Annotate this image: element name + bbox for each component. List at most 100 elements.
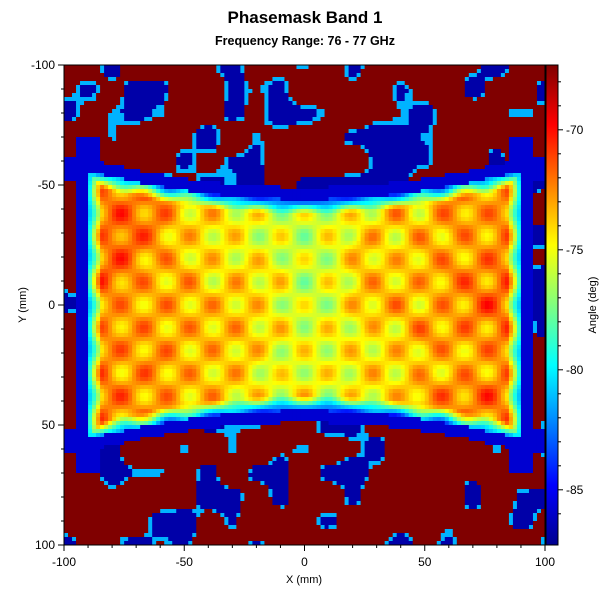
heatmap-cell — [476, 93, 482, 98]
heatmap-cell — [468, 209, 474, 214]
heatmap-cell — [300, 81, 306, 86]
heatmap-cell — [284, 161, 290, 166]
heatmap-cell — [344, 189, 350, 194]
heatmap-cell — [480, 137, 486, 142]
heatmap-cell — [512, 201, 518, 206]
heatmap-cell — [220, 81, 225, 86]
heatmap-cell — [264, 217, 270, 222]
heatmap-cell — [204, 165, 209, 170]
heatmap-cell — [136, 181, 141, 186]
heatmap-cell — [472, 97, 478, 102]
heatmap-cell — [480, 153, 486, 158]
heatmap-cell — [128, 93, 133, 98]
heatmap-cell — [356, 105, 362, 110]
heatmap-cell — [160, 149, 165, 154]
heatmap-cell — [244, 141, 249, 146]
heatmap-cell — [456, 113, 462, 118]
heatmap-cell — [364, 213, 370, 218]
heatmap-cell — [348, 81, 354, 86]
heatmap-cell — [184, 97, 189, 102]
heatmap-cell — [328, 73, 334, 78]
heatmap-cell — [316, 73, 322, 78]
heatmap-cell — [324, 213, 330, 218]
heatmap-cell — [516, 213, 522, 218]
heatmap-cell — [112, 213, 117, 218]
heatmap-cell — [96, 145, 101, 150]
heatmap-cell — [240, 141, 245, 146]
heatmap-cell — [72, 85, 77, 90]
heatmap-cell — [372, 117, 378, 122]
heatmap-cell — [460, 141, 466, 146]
heatmap-cell — [212, 177, 217, 182]
heatmap-cell — [212, 113, 217, 118]
heatmap-cell — [172, 109, 177, 114]
heatmap-cell — [312, 141, 318, 146]
heatmap-cell — [360, 77, 366, 82]
heatmap-cell — [180, 117, 185, 122]
heatmap-cell — [356, 173, 362, 178]
heatmap-cell — [280, 113, 286, 118]
heatmap-cell — [164, 169, 169, 174]
heatmap-cell — [524, 157, 530, 162]
heatmap-cell — [340, 145, 346, 150]
heatmap-cell — [188, 197, 193, 202]
heatmap-cell — [372, 85, 378, 90]
heatmap-cell — [436, 93, 442, 98]
heatmap-cell — [228, 193, 233, 198]
heatmap-cell — [336, 113, 342, 118]
heatmap-cell — [204, 213, 209, 218]
heatmap-cell — [448, 161, 454, 166]
heatmap-cell — [296, 73, 302, 78]
heatmap-cell — [416, 213, 422, 218]
heatmap-cell — [252, 129, 257, 134]
heatmap-cell — [276, 213, 282, 218]
heatmap-cell — [144, 161, 149, 166]
heatmap-cell — [448, 213, 454, 218]
heatmap-cell — [532, 89, 538, 94]
heatmap-cell — [396, 173, 402, 178]
heatmap-cell — [196, 169, 201, 174]
heatmap-cell — [280, 205, 286, 210]
heatmap-cell — [392, 169, 398, 174]
heatmap-cell — [308, 69, 314, 74]
heatmap-cell — [124, 105, 129, 110]
heatmap-cell — [136, 229, 141, 234]
heatmap-cell — [348, 113, 354, 118]
heatmap-cell — [440, 97, 446, 102]
heatmap-cell — [512, 165, 518, 170]
heatmap-cell — [432, 137, 438, 142]
heatmap-cell — [192, 125, 197, 130]
heatmap-cell — [180, 129, 185, 134]
heatmap-cell — [120, 65, 125, 70]
heatmap-cell — [244, 125, 249, 130]
heatmap-cell — [180, 125, 185, 130]
heatmap-cell — [224, 229, 229, 234]
heatmap-cell — [528, 141, 534, 146]
heatmap-cell — [372, 137, 378, 142]
heatmap-cell — [128, 157, 133, 162]
heatmap-cell — [440, 145, 446, 150]
heatmap-cell — [280, 85, 286, 90]
heatmap-cell — [408, 145, 414, 150]
heatmap-cell — [168, 105, 173, 110]
heatmap-cell — [320, 189, 326, 194]
heatmap-cell — [412, 101, 418, 106]
heatmap-cell — [432, 149, 438, 154]
heatmap-cell — [512, 117, 518, 122]
heatmap-cell — [428, 173, 434, 178]
heatmap-cell — [84, 145, 89, 150]
heatmap-cell — [208, 173, 213, 178]
heatmap-cell — [480, 73, 486, 78]
heatmap-cell — [220, 109, 225, 114]
heatmap-cell — [212, 89, 217, 94]
heatmap-cell — [152, 161, 157, 166]
heatmap-cell — [536, 113, 542, 118]
heatmap-cell — [396, 169, 402, 174]
heatmap-cell — [120, 157, 125, 162]
heatmap-cell — [516, 209, 522, 214]
heatmap-cell — [416, 97, 422, 102]
heatmap-cell — [124, 93, 129, 98]
heatmap-cell — [324, 101, 330, 106]
heatmap-cell — [504, 221, 510, 226]
heatmap-cell — [412, 201, 418, 206]
